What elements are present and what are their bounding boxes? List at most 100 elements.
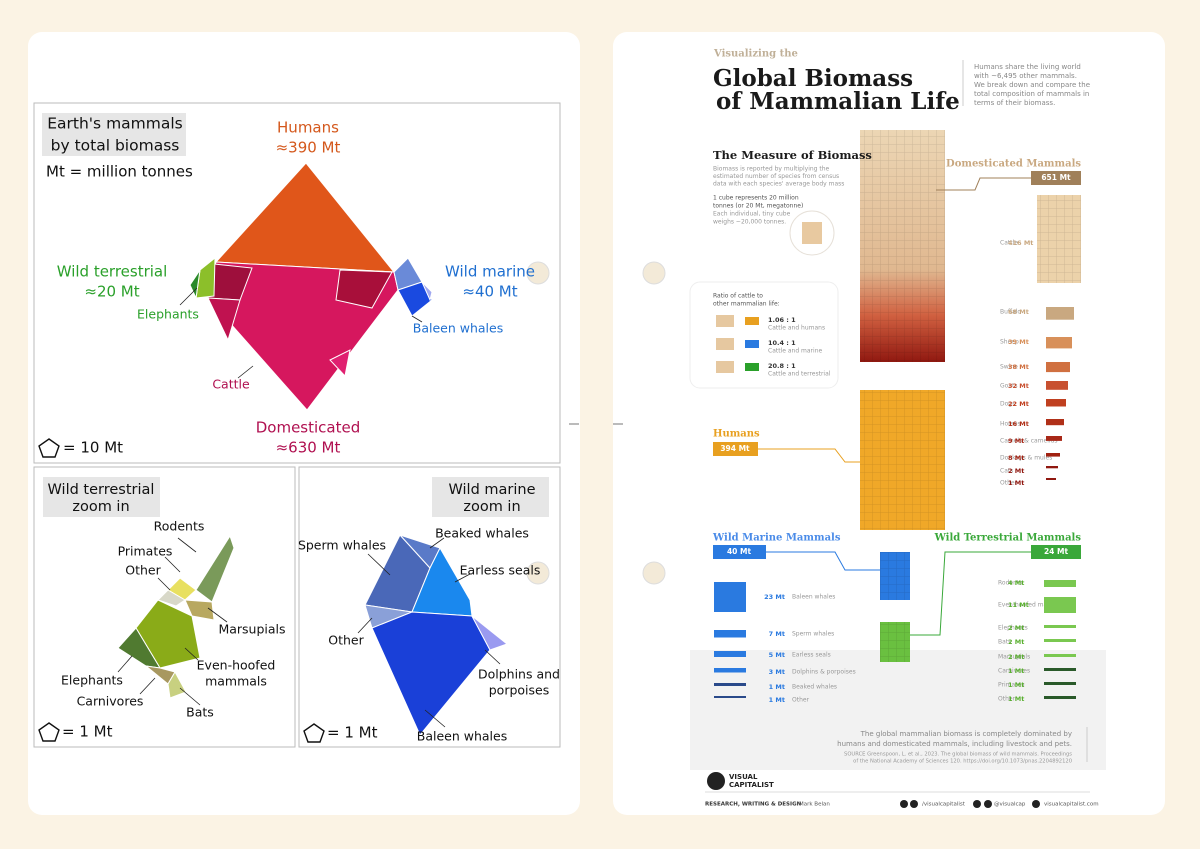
item-block bbox=[714, 696, 746, 698]
item-block bbox=[1044, 597, 1076, 613]
item-block bbox=[1046, 337, 1072, 349]
item-amount: 68 Mt bbox=[1008, 308, 1029, 316]
panel-title: Earth's mammals bbox=[47, 115, 183, 133]
ratio-title: Ratio of cattle to bbox=[713, 293, 763, 300]
item-name: Even-hoofed mammals bbox=[998, 602, 1067, 609]
item-name: Marsupials bbox=[998, 654, 1030, 661]
voronoi-main bbox=[189, 162, 433, 411]
item-block bbox=[1044, 639, 1076, 642]
item-block bbox=[714, 630, 746, 638]
legend-pentagons bbox=[38, 438, 325, 743]
item-amount: 1 Mt bbox=[1008, 681, 1024, 689]
legend-label: = 1 Mt bbox=[327, 724, 378, 742]
callout: Even-hoofed bbox=[197, 658, 276, 673]
item-block bbox=[714, 668, 746, 673]
item-amount: 38 Mt bbox=[1008, 363, 1029, 371]
callout: Earless seals bbox=[460, 563, 541, 578]
item-block bbox=[1046, 436, 1062, 441]
voronoi-marine bbox=[364, 533, 509, 736]
item-amount: 2 Mt bbox=[1008, 467, 1024, 475]
item-name: Other bbox=[1000, 480, 1018, 487]
link: /visualcapitalist bbox=[922, 802, 966, 808]
item-name: Goats bbox=[1000, 383, 1017, 390]
callout: Baleen whales bbox=[413, 321, 503, 336]
item-block bbox=[1044, 654, 1076, 657]
item-name: Horses bbox=[1000, 421, 1021, 428]
item-name: Other bbox=[998, 696, 1016, 703]
item-block bbox=[1046, 399, 1066, 407]
ratio-value: 10.4 : 1 bbox=[768, 339, 796, 347]
intro-text: Humans share the living world bbox=[974, 63, 1081, 71]
item-amount: 4 Mt bbox=[1008, 579, 1024, 587]
ratio-icon bbox=[716, 361, 734, 373]
callout: Baleen whales bbox=[417, 729, 507, 744]
panel-title: zoom in bbox=[72, 499, 129, 515]
item-block bbox=[1046, 419, 1064, 426]
item-name: Camels & camelids bbox=[1000, 438, 1057, 445]
intro-text: terms of their biomass. bbox=[974, 99, 1055, 107]
item-amount: 416 Mt bbox=[1008, 239, 1033, 247]
title-bg bbox=[432, 477, 549, 517]
group-amount: ≈630 Mt bbox=[276, 439, 341, 457]
group-name: Wild terrestrial bbox=[57, 263, 168, 281]
voronoi-terrestrial bbox=[117, 534, 235, 699]
badge-value: 24 Mt bbox=[1044, 547, 1069, 556]
callout: Primates bbox=[118, 544, 173, 559]
callout: mammals bbox=[205, 674, 267, 689]
cube-note: tonnes (or 20 Mt, megatonne) bbox=[713, 203, 803, 210]
item-amount: 22 Mt bbox=[1008, 400, 1029, 408]
badge-value: 40 Mt bbox=[727, 547, 752, 556]
group-amount: ≈390 Mt bbox=[276, 139, 341, 157]
binder-hole bbox=[526, 561, 550, 585]
item-block bbox=[1046, 466, 1058, 469]
item-block bbox=[1044, 580, 1076, 587]
item-amount: 1 Mt bbox=[769, 683, 785, 691]
item-name: Dolphins & porpoises bbox=[792, 669, 856, 676]
callout: Carnivores bbox=[77, 694, 144, 709]
callout: Bats bbox=[186, 705, 214, 720]
description: estimated number of species from census bbox=[713, 173, 839, 180]
item-amount: 1 Mt bbox=[1008, 479, 1024, 487]
description: data with each species' average body mas… bbox=[713, 181, 844, 188]
item-block bbox=[1044, 625, 1076, 628]
group-amount: ≈20 Mt bbox=[84, 283, 139, 301]
item-block bbox=[1044, 668, 1076, 671]
section-title: The Measure of Biomass bbox=[713, 148, 872, 162]
group-name: Humans bbox=[277, 119, 339, 137]
item-name: Beaked whales bbox=[792, 684, 837, 691]
item-amount: 1 Mt bbox=[1008, 667, 1024, 675]
badge-value: 651 Mt bbox=[1041, 173, 1071, 182]
tiny-note: weighs ~20,000 tonnes. bbox=[713, 219, 786, 226]
badge-value: 394 Mt bbox=[720, 444, 750, 453]
group-amount: ≈40 Mt bbox=[462, 283, 517, 301]
item-name: Sperm whales bbox=[792, 631, 834, 638]
item-amount: 2 Mt bbox=[1008, 653, 1024, 661]
summary: humans and domesticated mammals, includi… bbox=[837, 740, 1072, 748]
group-name: Wild marine bbox=[445, 263, 535, 281]
callout: Other bbox=[328, 633, 364, 648]
intro-text: with ~6,495 other mammals. bbox=[974, 72, 1077, 80]
badge bbox=[713, 442, 758, 456]
intro-text: total composition of mammals in bbox=[974, 90, 1089, 98]
item-name: Sheep bbox=[1000, 339, 1019, 346]
marine-stack bbox=[880, 552, 910, 600]
callout-lines bbox=[179, 287, 423, 379]
link: visualcapitalist.com bbox=[1044, 802, 1099, 808]
callout: Dolphins and bbox=[478, 667, 560, 682]
callout: Beaked whales bbox=[435, 526, 529, 541]
item-amount: 39 Mt bbox=[1008, 338, 1029, 346]
item-name: Swine bbox=[1000, 364, 1018, 371]
item-name: Buffalo bbox=[1000, 309, 1021, 316]
credit-label: RESEARCH, WRITING & DESIGN bbox=[705, 802, 802, 808]
item-block bbox=[714, 683, 746, 686]
panel-title: Wild marine bbox=[449, 482, 536, 498]
cube-note: 1 cube represents 20 million bbox=[713, 195, 799, 202]
title-bg bbox=[43, 477, 160, 517]
badge bbox=[1031, 545, 1081, 559]
callout: Other bbox=[125, 563, 161, 578]
item-amount: 2 Mt bbox=[1008, 624, 1024, 632]
social-icons bbox=[900, 800, 1040, 808]
title: of Mammalian Life bbox=[716, 88, 960, 115]
ratio-label: Cattle and marine bbox=[768, 348, 822, 355]
